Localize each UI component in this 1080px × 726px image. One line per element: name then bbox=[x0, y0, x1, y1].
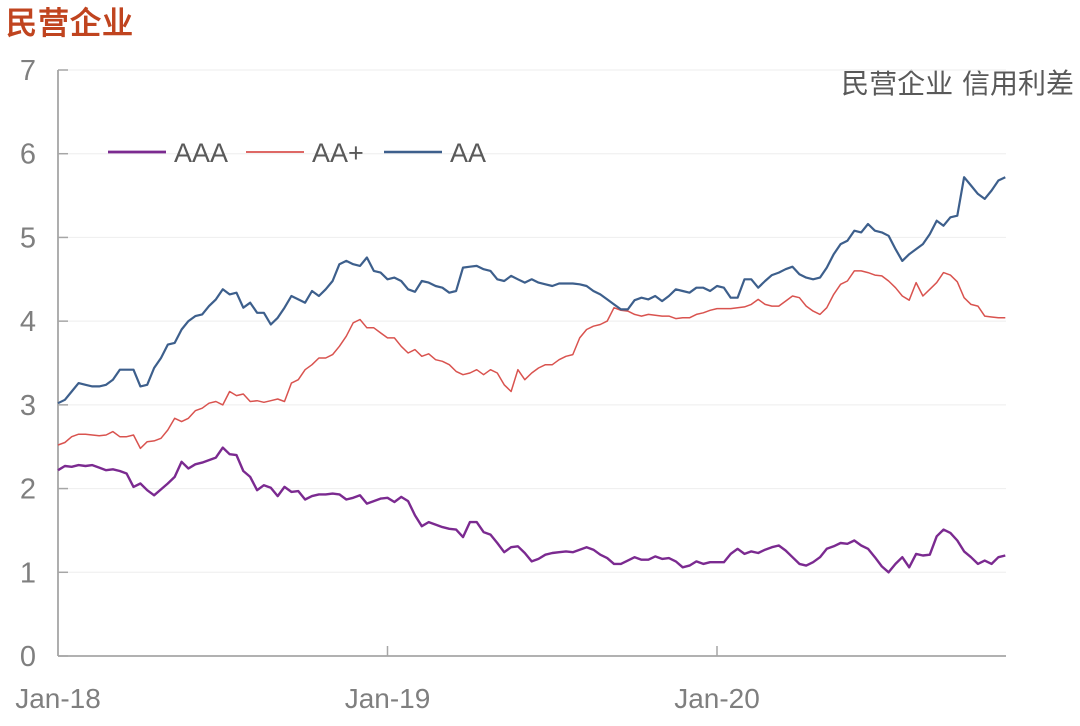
x-tick-label: Jan-19 bbox=[345, 683, 431, 714]
x-tick-label: Jan-18 bbox=[15, 683, 101, 714]
legend-label: AAA bbox=[174, 138, 228, 168]
x-axis-ticks: Jan-18 Jan-19 Jan-20 bbox=[15, 683, 760, 714]
x-tick-label: Jan-20 bbox=[674, 683, 760, 714]
y-axis-ticks: 0 1 2 3 4 5 6 7 bbox=[20, 55, 36, 673]
series-lines bbox=[57, 176, 1006, 574]
y-tick-label: 6 bbox=[20, 139, 36, 171]
y-tick-label: 5 bbox=[20, 222, 36, 254]
axes bbox=[57, 69, 1006, 657]
y-tick-label: 2 bbox=[20, 474, 36, 506]
y-tick-label: 3 bbox=[20, 390, 36, 422]
series-line-aaa bbox=[57, 446, 1006, 574]
y-tick-label: 1 bbox=[20, 557, 36, 589]
legend: AAA AA+ AA bbox=[108, 138, 486, 168]
legend-label: AA+ bbox=[312, 138, 364, 168]
legend-label: AA bbox=[450, 138, 486, 168]
page-title: 民营企业 bbox=[6, 6, 134, 42]
series-line-aaplus bbox=[57, 270, 1006, 450]
gridlines bbox=[58, 69, 1006, 573]
series-line-aa bbox=[57, 176, 1006, 405]
y-tick-label: 4 bbox=[20, 306, 36, 338]
y-tick-label: 0 bbox=[20, 641, 36, 673]
y-tick-label: 7 bbox=[20, 55, 36, 87]
chart-title: 民营企业 信用利差 bbox=[841, 67, 1074, 100]
